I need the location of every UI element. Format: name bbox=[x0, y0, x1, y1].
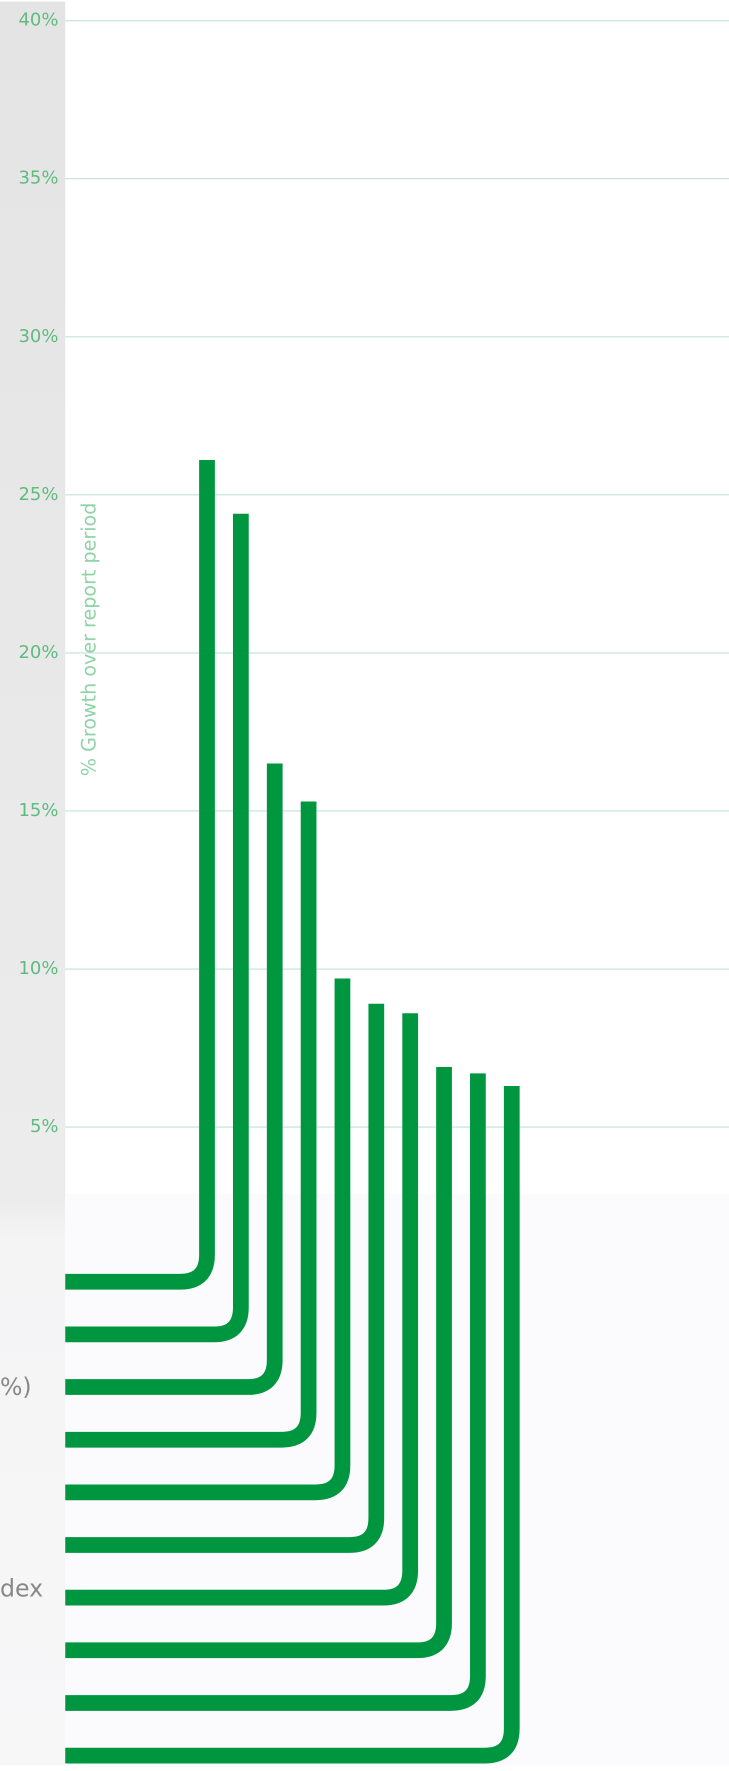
page: %) dex % Growth over report period 5% 10%… bbox=[0, 0, 729, 1767]
cut-text: %) bbox=[0, 1373, 32, 1401]
cut-text: dex bbox=[0, 1575, 43, 1603]
y-tick-label: 5% bbox=[30, 1116, 59, 1137]
side-panel bbox=[0, 2, 65, 1766]
chart: %) dex % Growth over report period 5% 10%… bbox=[0, 0, 729, 1767]
y-tick-label: 40% bbox=[18, 10, 58, 31]
y-tick-label: 35% bbox=[18, 168, 58, 189]
y-axis-label: % Growth over report period bbox=[78, 503, 101, 776]
y-tick-label: 30% bbox=[18, 326, 58, 347]
y-tick-label: 25% bbox=[18, 484, 58, 505]
y-tick-label: 10% bbox=[18, 958, 58, 979]
y-tick-label: 15% bbox=[18, 800, 58, 821]
y-tick-label: 20% bbox=[18, 642, 58, 663]
